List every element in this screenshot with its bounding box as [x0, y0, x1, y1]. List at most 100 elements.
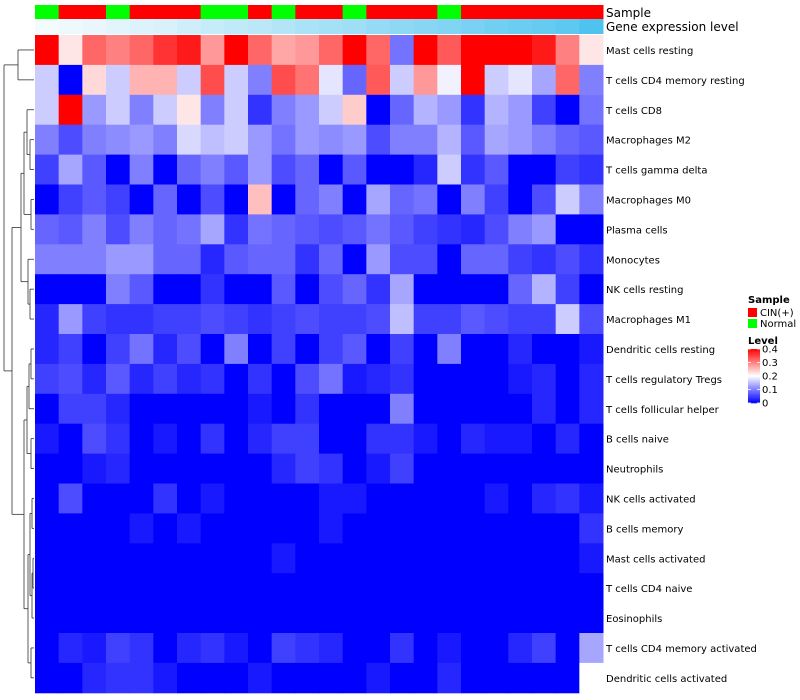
heatmap-cell	[484, 154, 509, 185]
heatmap-cell	[555, 334, 580, 365]
heatmap-cell	[342, 124, 367, 156]
heatmap-cell	[106, 423, 131, 455]
heatmap-cell	[484, 304, 509, 335]
legend-sample-title: Sample	[748, 295, 790, 306]
legend-level-colorbar	[748, 349, 760, 404]
heatmap-cell	[532, 662, 557, 694]
heatmap-cell	[106, 662, 131, 694]
heatmap-cell	[342, 543, 367, 574]
sample-annotation-cell	[200, 5, 225, 19]
colorbar-segment	[748, 386, 760, 388]
heatmap-cell	[35, 94, 60, 126]
heatmap-cell	[413, 35, 438, 66]
heatmap-cell	[342, 603, 367, 634]
heatmap-cell	[484, 244, 509, 275]
heatmap-cell	[129, 603, 154, 634]
heatmap-cell	[248, 64, 273, 96]
heatmap-cell	[319, 334, 344, 365]
heatmap-cell	[437, 35, 462, 66]
heatmap-cell	[579, 124, 604, 156]
heatmap-cell	[224, 543, 249, 574]
heatmap-cell	[579, 304, 604, 335]
heatmap-cell	[224, 214, 249, 245]
heatmap-cell	[390, 274, 415, 305]
heatmap-cell	[35, 363, 60, 395]
heatmap-cell	[413, 662, 438, 694]
row-label: Neutrophils	[606, 465, 663, 476]
colorbar-tick-label: 0.4	[762, 345, 778, 356]
heatmap-cell	[295, 94, 320, 126]
heatmap-cell	[532, 94, 557, 126]
heatmap-cell	[58, 154, 83, 185]
heatmap-cell	[413, 543, 438, 574]
sample-annotation-cell	[532, 5, 557, 19]
heatmap-cell	[248, 603, 273, 634]
heatmap-cell	[82, 453, 107, 484]
heatmap-cell	[342, 453, 367, 484]
heatmap-cell	[82, 662, 107, 694]
heatmap-cell	[58, 603, 83, 634]
expression-annotation-cell	[532, 19, 557, 34]
heatmap-cell	[366, 244, 391, 275]
heatmap-cell	[366, 214, 391, 245]
heatmap-cell	[555, 124, 580, 156]
heatmap-cell	[200, 573, 225, 604]
row-label: Dendritic cells activated	[606, 674, 727, 685]
heatmap-cell	[58, 483, 83, 514]
heatmap-cell	[153, 453, 178, 484]
heatmap-cell	[342, 573, 367, 604]
heatmap-cell	[437, 214, 462, 245]
heatmap-cell	[342, 423, 367, 455]
heatmap-cell	[579, 274, 604, 305]
colorbar-segment	[748, 357, 760, 359]
row-label: Plasma cells	[606, 225, 668, 236]
heatmap-cell	[579, 35, 604, 66]
heatmap-cell	[35, 124, 60, 156]
heatmap-cell	[224, 334, 249, 365]
sample-annotation-cell	[413, 5, 438, 19]
heatmap-cell	[58, 573, 83, 604]
colorbar-segment	[748, 396, 760, 398]
heatmap-cell	[129, 363, 154, 395]
heatmap-cell	[555, 35, 580, 66]
heatmap-cell	[153, 94, 178, 126]
heatmap-cell	[508, 214, 533, 245]
colorbar-segment	[748, 390, 760, 392]
heatmap-cell	[295, 603, 320, 634]
heatmap-cell	[461, 35, 486, 66]
heatmap-cell	[579, 633, 604, 664]
heatmap-cell	[555, 543, 580, 574]
colorbar-segment	[748, 381, 760, 383]
heatmap-cell	[461, 64, 486, 96]
heatmap-cell	[555, 184, 580, 215]
heatmap-cell	[413, 154, 438, 185]
colorbar-segment	[748, 394, 760, 396]
heatmap-cell	[390, 633, 415, 664]
heatmap-cell	[532, 184, 557, 215]
heatmap-cell	[248, 633, 273, 664]
heatmap-cell	[153, 124, 178, 156]
heatmap-cell	[437, 393, 462, 425]
heatmap-cell	[508, 304, 533, 335]
expression-annotation-cell	[555, 19, 580, 34]
colorbar-segment	[748, 371, 760, 373]
heatmap-cell	[319, 154, 344, 185]
heatmap-cell	[200, 184, 225, 215]
heatmap-cell	[366, 64, 391, 96]
heatmap-cell	[342, 513, 367, 544]
colorbar-segment	[748, 383, 760, 385]
heatmap-cell	[200, 393, 225, 425]
heatmap-cell	[177, 304, 202, 335]
heatmap-cell	[153, 214, 178, 245]
heatmap-cell	[35, 633, 60, 664]
heatmap-cell	[200, 94, 225, 126]
colorbar-segment	[748, 358, 760, 361]
heatmap-cell	[532, 35, 557, 66]
heatmap-cell	[508, 64, 533, 96]
colorbar-segment	[748, 382, 760, 384]
heatmap-cell	[200, 304, 225, 335]
heatmap-cell	[579, 603, 604, 634]
expression-annotation-cell	[413, 19, 438, 34]
heatmap-cell	[319, 214, 344, 245]
heatmap-cell	[106, 573, 131, 604]
